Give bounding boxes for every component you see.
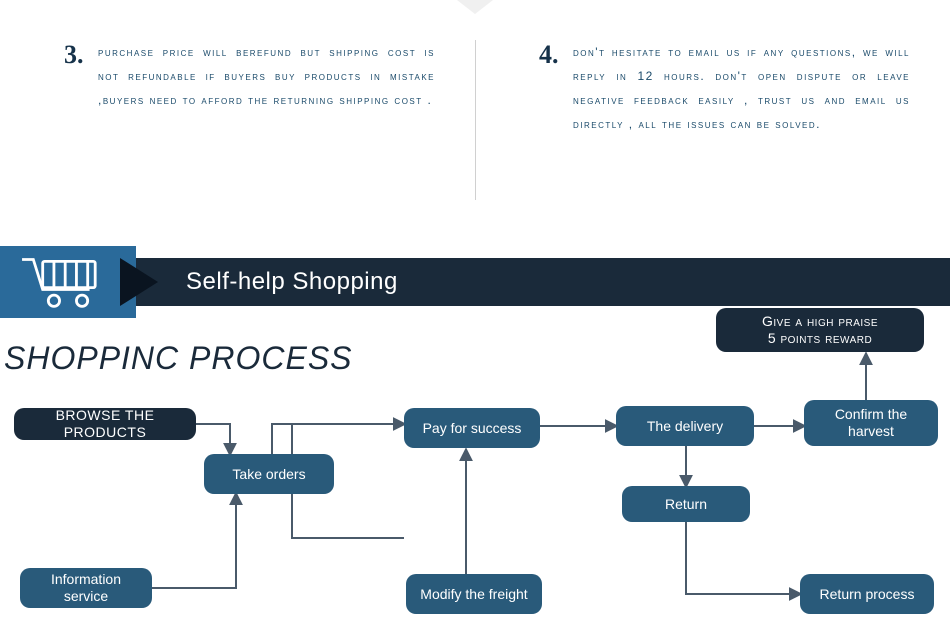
note-number: 4. xyxy=(539,40,559,70)
flow-node-praise: Give a high praise5 points reward xyxy=(716,308,924,352)
banner-title: Self-help Shopping xyxy=(186,258,398,306)
flow-node-info: Informationservice xyxy=(20,568,152,608)
note-text: don't hesitate to email us if any questi… xyxy=(573,40,910,136)
flow-node-freight: Modify the freight xyxy=(406,574,542,614)
flow-node-orders: Take orders xyxy=(204,454,334,494)
note-3: 3. purchase price will berefund but ship… xyxy=(0,40,475,136)
decorative-wedge xyxy=(457,0,493,14)
section-title: SHOPPINC PROCESS xyxy=(4,340,353,377)
banner-arrow xyxy=(120,258,158,306)
notes-row: 3. purchase price will berefund but ship… xyxy=(0,40,950,136)
flow-node-confirm: Confirm theharvest xyxy=(804,400,938,446)
note-4: 4. don't hesitate to email us if any que… xyxy=(475,40,950,136)
flow-node-browse: BROWSE THE PRODUCTS xyxy=(14,408,196,440)
flow-node-deliv: The delivery xyxy=(616,406,754,446)
flow-node-retproc: Return process xyxy=(800,574,934,614)
flow-node-pay: Pay for success xyxy=(404,408,540,448)
cart-icon xyxy=(14,252,122,312)
flow-node-return: Return xyxy=(622,486,750,522)
note-number: 3. xyxy=(64,40,84,70)
flowchart: SHOPPINC PROCESS BROWSE THE PRODUCTSTake… xyxy=(0,308,950,635)
note-text: purchase price will berefund but shippin… xyxy=(98,40,435,112)
